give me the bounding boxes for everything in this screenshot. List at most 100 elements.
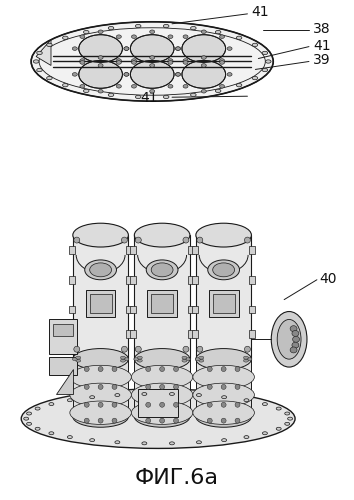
Ellipse shape xyxy=(173,366,178,372)
Ellipse shape xyxy=(235,418,240,423)
Ellipse shape xyxy=(84,418,89,423)
Ellipse shape xyxy=(115,441,120,444)
Bar xyxy=(126,276,132,283)
Ellipse shape xyxy=(160,384,165,390)
Ellipse shape xyxy=(63,84,68,87)
Ellipse shape xyxy=(137,356,142,359)
Ellipse shape xyxy=(72,47,77,50)
Text: ФИГ.6а: ФИГ.6а xyxy=(135,468,219,488)
Ellipse shape xyxy=(146,384,151,390)
Bar xyxy=(49,357,77,375)
Ellipse shape xyxy=(193,366,255,388)
Ellipse shape xyxy=(37,52,42,54)
Ellipse shape xyxy=(35,407,40,410)
Bar xyxy=(151,294,173,314)
Ellipse shape xyxy=(215,89,221,92)
Ellipse shape xyxy=(90,396,95,398)
Ellipse shape xyxy=(168,35,173,38)
Ellipse shape xyxy=(168,60,173,64)
Ellipse shape xyxy=(293,336,299,342)
Ellipse shape xyxy=(262,52,268,54)
Ellipse shape xyxy=(292,342,299,348)
Text: 38: 38 xyxy=(313,22,331,36)
Ellipse shape xyxy=(85,260,116,280)
Ellipse shape xyxy=(235,402,240,407)
Ellipse shape xyxy=(31,22,273,101)
Ellipse shape xyxy=(80,60,85,64)
Ellipse shape xyxy=(219,58,224,62)
Ellipse shape xyxy=(221,366,226,372)
Ellipse shape xyxy=(170,392,175,396)
Ellipse shape xyxy=(98,366,103,372)
Bar xyxy=(188,276,194,283)
Ellipse shape xyxy=(168,84,173,88)
Bar xyxy=(134,359,190,416)
Ellipse shape xyxy=(84,30,89,34)
Bar xyxy=(134,235,190,359)
Bar xyxy=(130,306,136,314)
Ellipse shape xyxy=(262,432,267,434)
Ellipse shape xyxy=(73,223,129,247)
Polygon shape xyxy=(56,369,73,394)
Bar xyxy=(126,306,132,314)
Ellipse shape xyxy=(33,60,39,63)
Ellipse shape xyxy=(219,60,224,64)
Bar xyxy=(188,246,194,254)
Ellipse shape xyxy=(80,58,85,62)
Ellipse shape xyxy=(276,428,281,430)
Ellipse shape xyxy=(47,43,52,46)
Ellipse shape xyxy=(222,396,227,398)
Ellipse shape xyxy=(124,72,129,76)
Ellipse shape xyxy=(199,359,204,362)
Ellipse shape xyxy=(160,402,165,407)
Ellipse shape xyxy=(135,237,141,243)
Ellipse shape xyxy=(84,384,89,390)
Ellipse shape xyxy=(173,402,178,407)
Ellipse shape xyxy=(244,436,249,438)
Ellipse shape xyxy=(116,60,121,64)
Ellipse shape xyxy=(112,384,117,390)
Ellipse shape xyxy=(112,418,117,423)
Ellipse shape xyxy=(183,84,188,88)
Ellipse shape xyxy=(197,346,203,352)
Bar xyxy=(130,330,136,338)
Ellipse shape xyxy=(72,358,77,360)
Ellipse shape xyxy=(164,96,169,98)
Ellipse shape xyxy=(84,89,89,92)
Ellipse shape xyxy=(182,34,225,62)
Ellipse shape xyxy=(70,366,131,388)
Ellipse shape xyxy=(199,356,204,359)
Ellipse shape xyxy=(244,398,249,402)
Ellipse shape xyxy=(290,326,297,332)
Ellipse shape xyxy=(285,422,290,426)
Ellipse shape xyxy=(160,366,165,372)
Ellipse shape xyxy=(112,366,117,372)
Text: 39: 39 xyxy=(313,54,331,68)
Ellipse shape xyxy=(98,56,103,60)
Ellipse shape xyxy=(215,30,221,34)
Ellipse shape xyxy=(245,237,250,243)
Bar xyxy=(49,320,77,354)
Ellipse shape xyxy=(90,263,112,277)
Ellipse shape xyxy=(252,43,258,46)
Ellipse shape xyxy=(98,402,103,407)
Ellipse shape xyxy=(190,93,196,96)
Ellipse shape xyxy=(63,36,68,40)
Ellipse shape xyxy=(84,366,89,372)
Ellipse shape xyxy=(207,418,212,423)
Ellipse shape xyxy=(121,237,127,243)
Ellipse shape xyxy=(183,58,188,62)
Ellipse shape xyxy=(201,90,206,93)
Bar xyxy=(250,306,255,314)
Ellipse shape xyxy=(196,441,201,444)
Ellipse shape xyxy=(72,72,77,76)
Ellipse shape xyxy=(134,348,190,370)
Ellipse shape xyxy=(151,263,173,277)
Ellipse shape xyxy=(124,47,129,50)
Ellipse shape xyxy=(208,260,240,280)
Ellipse shape xyxy=(150,90,155,93)
Ellipse shape xyxy=(201,56,206,60)
Ellipse shape xyxy=(173,384,178,390)
Ellipse shape xyxy=(134,223,190,247)
Bar xyxy=(213,294,235,314)
